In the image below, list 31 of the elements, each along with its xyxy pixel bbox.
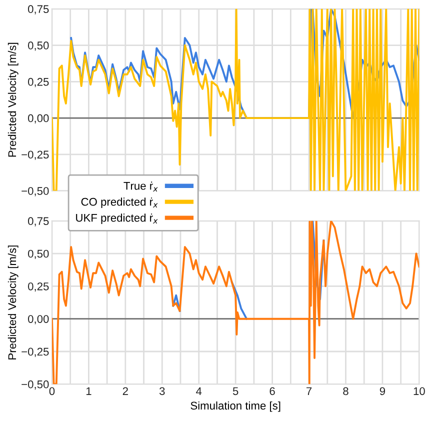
x-tick-label: 1 bbox=[86, 387, 92, 395]
x-tick-label: 3 bbox=[159, 387, 165, 396]
y-axis-title: Predicted Velocity [m/s] bbox=[8, 42, 18, 157]
x-tick-label: 5 bbox=[232, 387, 238, 396]
line-series bbox=[230, 281, 248, 320]
x-tick-label: 9 bbox=[380, 387, 386, 396]
x-tick-label: 6 bbox=[270, 387, 275, 396]
x-tick-label: 2 bbox=[122, 387, 128, 395]
y-tick-label: −0,25 bbox=[22, 348, 49, 357]
x-tick-label: 7 bbox=[306, 387, 312, 395]
line-series bbox=[52, 8, 420, 191]
y-tick-label: −0,50 bbox=[22, 187, 49, 196]
legend-label: CO predicted ṙ$_{x}$ bbox=[81, 198, 158, 208]
y-tick-label: 0,00 bbox=[28, 114, 49, 124]
y-tick-label: 0,75 bbox=[28, 217, 49, 226]
x-tick-label: 4 bbox=[196, 387, 202, 395]
y-tick-label: 0,25 bbox=[28, 282, 49, 292]
y-tick-label: 0,50 bbox=[28, 42, 49, 51]
legend-label: UKF predicted ṙ$_{x}$ bbox=[76, 214, 158, 224]
x-axis-title: Simulation time [s] bbox=[190, 401, 280, 412]
legend-label: True ṙ$_{x}$ bbox=[124, 182, 158, 192]
y-tick-label: 0,75 bbox=[28, 5, 49, 14]
y-tick-label: 0,25 bbox=[28, 78, 49, 88]
x-tick-label: 8 bbox=[343, 387, 348, 396]
y-tick-label: 0,50 bbox=[28, 250, 49, 259]
x-tick-label: 10 bbox=[414, 387, 425, 396]
x-tick-label: 0 bbox=[49, 387, 55, 396]
y-tick-label: 0,00 bbox=[28, 315, 49, 324]
y-axis-title: Predicted Velocity [m/s] bbox=[8, 246, 18, 360]
y-tick-label: −0,50 bbox=[22, 380, 49, 390]
y-tick-label: −0,25 bbox=[22, 150, 49, 160]
